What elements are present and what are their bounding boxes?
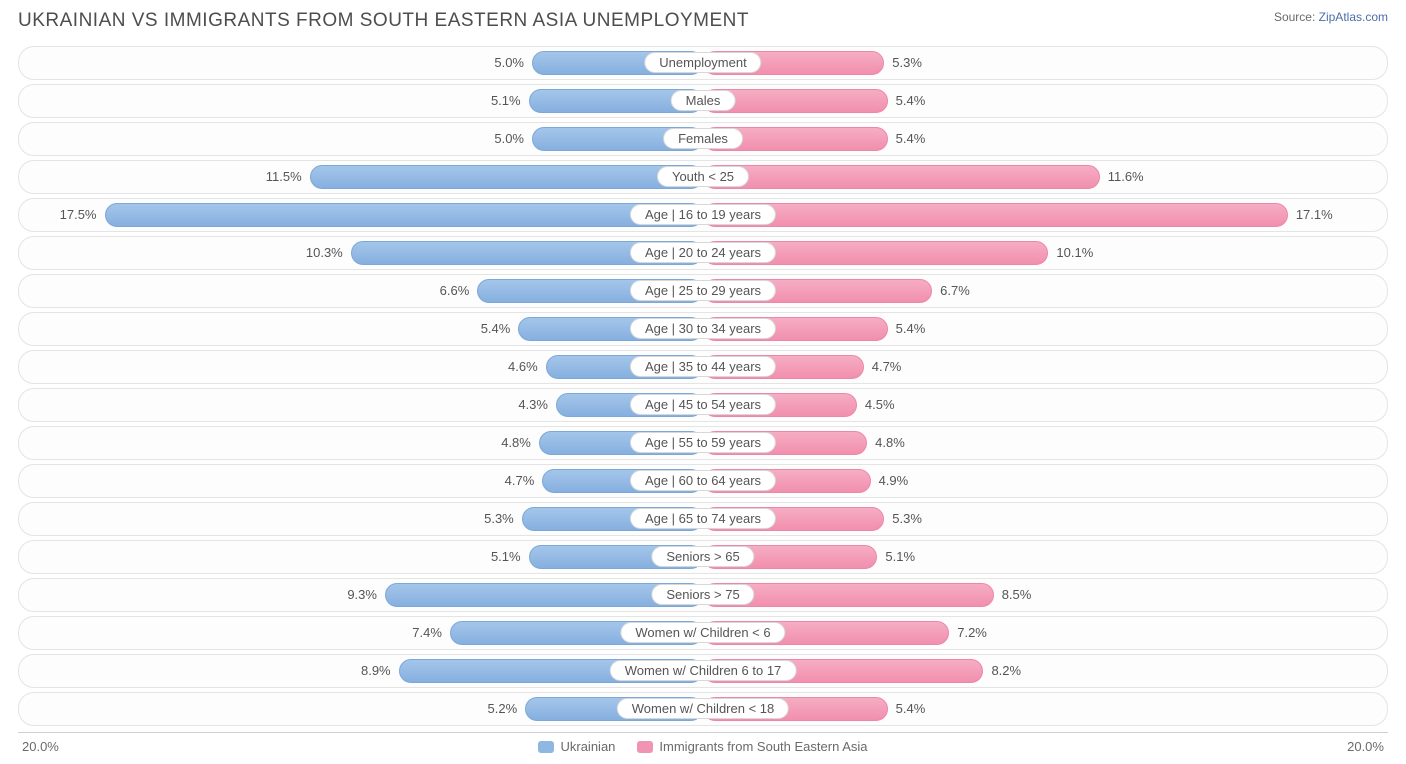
value-left: 4.3% [518,397,548,412]
value-left: 5.2% [488,701,518,716]
value-right: 17.1% [1296,207,1333,222]
chart-row: 4.3% 4.5% Age | 45 to 54 years [18,388,1388,422]
chart-row: 5.1% 5.4% Males [18,84,1388,118]
value-left: 5.0% [494,131,524,146]
value-right: 5.4% [896,701,926,716]
category-label: Age | 35 to 44 years [630,356,776,377]
bar-left [310,165,703,189]
diverging-bar-chart: 5.0% 5.3% Unemployment 5.1% 5.4% Males 5… [18,46,1388,733]
value-right: 4.9% [879,473,909,488]
category-label: Seniors > 65 [651,546,754,567]
bar-right [703,165,1100,189]
category-label: Women w/ Children < 18 [617,698,789,719]
category-label: Age | 60 to 64 years [630,470,776,491]
chart-row: 5.2% 5.4% Women w/ Children < 18 [18,692,1388,726]
category-label: Age | 30 to 34 years [630,318,776,339]
value-left: 9.3% [347,587,377,602]
source-label: Source: [1274,10,1315,24]
chart-row: 5.1% 5.1% Seniors > 65 [18,540,1388,574]
value-left: 4.7% [505,473,535,488]
chart-row: 5.4% 5.4% Age | 30 to 34 years [18,312,1388,346]
value-left: 17.5% [60,207,97,222]
chart-title: UKRAINIAN VS IMMIGRANTS FROM SOUTH EASTE… [18,10,749,32]
legend-swatch-right-icon [637,741,653,753]
bar-right [703,203,1288,227]
value-right: 4.7% [872,359,902,374]
value-right: 4.8% [875,435,905,450]
category-label: Age | 20 to 24 years [630,242,776,263]
value-left: 8.9% [361,663,391,678]
chart-row: 4.7% 4.9% Age | 60 to 64 years [18,464,1388,498]
value-right: 10.1% [1056,245,1093,260]
chart-row: 4.6% 4.7% Age | 35 to 44 years [18,350,1388,384]
value-left: 5.1% [491,549,521,564]
value-right: 5.4% [896,93,926,108]
chart-row: 4.8% 4.8% Age | 55 to 59 years [18,426,1388,460]
legend-swatch-left-icon [538,741,554,753]
value-right: 5.3% [892,55,922,70]
chart-row: 6.6% 6.7% Age | 25 to 29 years [18,274,1388,308]
category-label: Women w/ Children 6 to 17 [610,660,797,681]
value-left: 6.6% [440,283,470,298]
value-right: 7.2% [957,625,987,640]
chart-row: 5.3% 5.3% Age | 65 to 74 years [18,502,1388,536]
chart-row: 5.0% 5.4% Females [18,122,1388,156]
value-left: 11.5% [266,169,302,184]
source-link[interactable]: ZipAtlas.com [1319,10,1388,24]
bar-left [105,203,704,227]
category-label: Age | 45 to 54 years [630,394,776,415]
axis-max-right: 20.0% [1347,739,1384,754]
value-right: 5.4% [896,321,926,336]
chart-footer: 20.0% Ukrainian Immigrants from South Ea… [18,733,1388,754]
value-left: 5.1% [491,93,521,108]
legend-item-right: Immigrants from South Eastern Asia [637,739,867,754]
category-label: Males [671,90,736,111]
value-left: 7.4% [412,625,442,640]
legend-label-left: Ukrainian [560,739,615,754]
axis-max-left: 20.0% [22,739,59,754]
category-label: Youth < 25 [657,166,749,187]
value-left: 4.8% [501,435,531,450]
legend-item-left: Ukrainian [538,739,615,754]
value-left: 5.0% [494,55,524,70]
category-label: Women w/ Children < 6 [620,622,785,643]
value-right: 8.5% [1002,587,1032,602]
legend: Ukrainian Immigrants from South Eastern … [538,739,867,754]
category-label: Age | 55 to 59 years [630,432,776,453]
value-left: 10.3% [306,245,343,260]
value-right: 6.7% [940,283,970,298]
chart-row: 11.5% 11.6% Youth < 25 [18,160,1388,194]
value-right: 8.2% [991,663,1021,678]
value-right: 11.6% [1108,169,1144,184]
value-right: 5.1% [885,549,915,564]
category-label: Females [663,128,743,149]
value-right: 4.5% [865,397,895,412]
chart-row: 7.4% 7.2% Women w/ Children < 6 [18,616,1388,650]
category-label: Age | 65 to 74 years [630,508,776,529]
value-right: 5.3% [892,511,922,526]
legend-label-right: Immigrants from South Eastern Asia [659,739,867,754]
category-label: Age | 16 to 19 years [630,204,776,225]
source-credit: Source: ZipAtlas.com [1274,10,1388,24]
category-label: Age | 25 to 29 years [630,280,776,301]
category-label: Unemployment [644,52,761,73]
value-left: 5.3% [484,511,514,526]
chart-row: 5.0% 5.3% Unemployment [18,46,1388,80]
category-label: Seniors > 75 [651,584,754,605]
value-left: 4.6% [508,359,538,374]
chart-row: 8.9% 8.2% Women w/ Children 6 to 17 [18,654,1388,688]
chart-row: 9.3% 8.5% Seniors > 75 [18,578,1388,612]
value-left: 5.4% [481,321,511,336]
value-right: 5.4% [896,131,926,146]
chart-row: 17.5% 17.1% Age | 16 to 19 years [18,198,1388,232]
chart-row: 10.3% 10.1% Age | 20 to 24 years [18,236,1388,270]
